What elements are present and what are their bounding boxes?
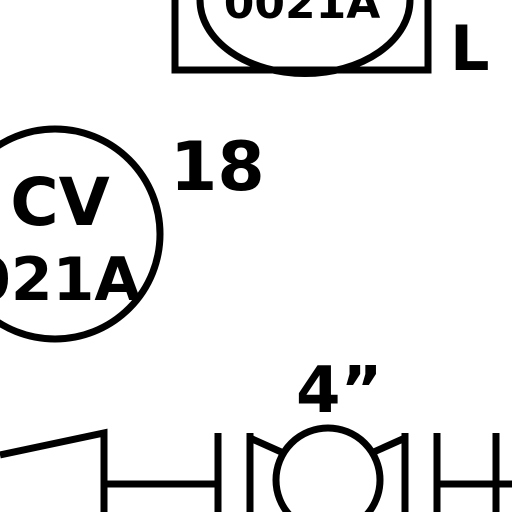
piping-line	[0, 424, 512, 512]
instrument-bubble-function: CV	[10, 164, 110, 241]
instrument-number: 18	[170, 128, 265, 207]
top-instrument-tag: 0021A	[224, 0, 381, 29]
reducer-symbol	[0, 428, 108, 512]
instrument-bubble: CV 021A	[0, 125, 164, 343]
ball-valve	[246, 424, 409, 512]
instrument-bubble-circle	[0, 125, 164, 343]
pipe-size-label: 4”	[296, 354, 383, 428]
instrument-bubble-tag: 021A	[0, 245, 141, 315]
top-instrument: 0021A	[171, 0, 432, 77]
top-right-letter: L	[450, 12, 490, 85]
valve-ball	[272, 424, 384, 512]
top-instrument-circle-arc	[196, 0, 414, 77]
